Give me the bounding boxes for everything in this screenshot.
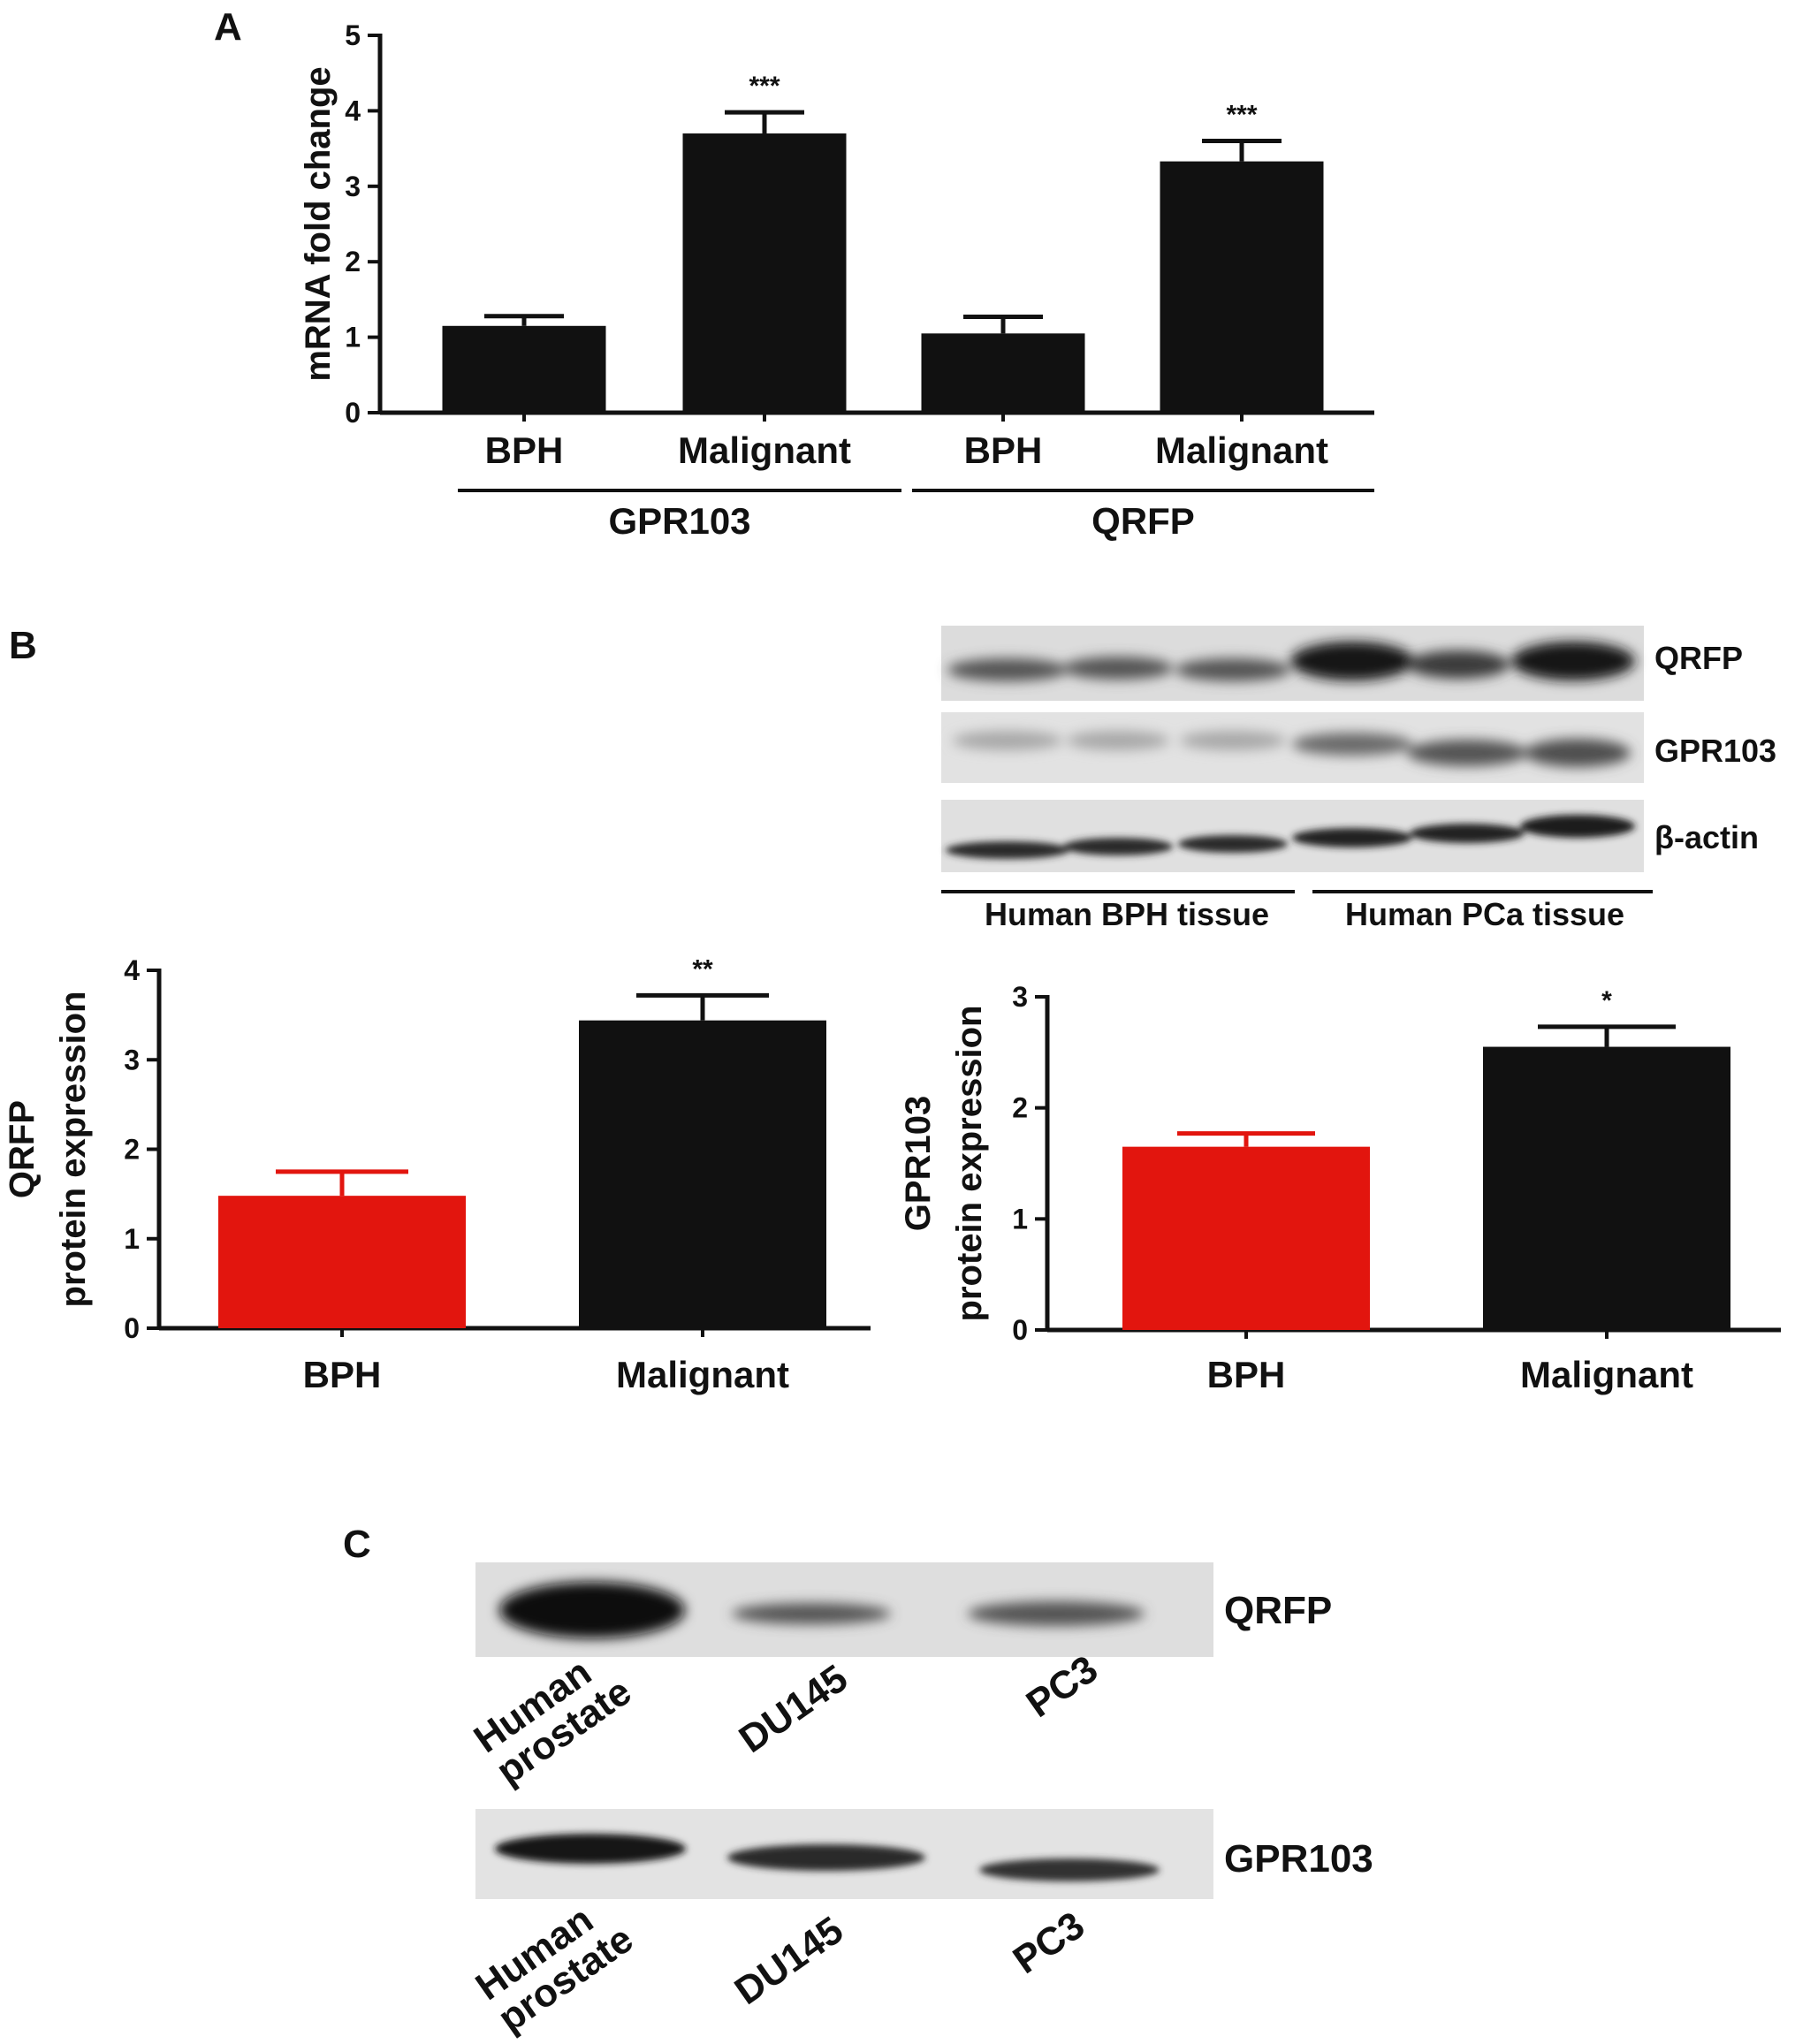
bar [1160, 161, 1324, 414]
y-tick-label: 0 [1012, 1314, 1028, 1346]
y-tick-label: 3 [124, 1044, 140, 1075]
band [727, 1844, 925, 1871]
lane-label-pc3-bottom: PC3 [1006, 1903, 1092, 1982]
band [947, 658, 1068, 681]
chart-b-qrfp-protein: 0 1 2 3 4 BPH Malignant ** QRFP protein expressio… [3, 954, 871, 1395]
chart-b-gpr103-protein: 0 1 2 3 BPH Malignant * GPR103 protein expressio… [899, 981, 1781, 1395]
band [1410, 824, 1525, 843]
category-label: BPH [1207, 1354, 1286, 1395]
y-tick-label: 2 [345, 246, 361, 277]
bar [579, 1020, 826, 1328]
category-label: Malignant [678, 429, 851, 471]
lane-label-pc3-top: PC3 [1019, 1647, 1106, 1726]
y-tick-label: 2 [1012, 1092, 1028, 1124]
category-label: Malignant [1520, 1354, 1693, 1395]
significance-label: * [1601, 986, 1612, 1015]
blot-c-qrfp-bands [499, 1582, 1145, 1638]
band [1407, 650, 1510, 679]
group-label: QRFP [1091, 500, 1195, 542]
band [1292, 828, 1412, 847]
y-tick-label: 4 [124, 954, 140, 986]
category-label: Malignant [616, 1354, 789, 1395]
category-label: BPH [303, 1354, 382, 1395]
y-axis-label: mRNA fold change [299, 66, 338, 381]
y-tick-label: 0 [124, 1312, 140, 1344]
y-tick-label: 5 [345, 19, 361, 51]
y-tick-label: 4 [345, 95, 361, 126]
y-tick-label: 3 [1012, 981, 1028, 1013]
y-axis-label: QRFP [3, 1100, 42, 1198]
bar [921, 333, 1085, 413]
blot-b-gpr103-bands [953, 731, 1631, 767]
panel-letter-b: B [9, 624, 37, 667]
lane-label-human-prostate-top: Human prostate [467, 1637, 640, 1793]
blot-c-label-qrfp: QRFP [1224, 1589, 1332, 1632]
band [968, 1601, 1145, 1626]
band [953, 731, 1062, 750]
category-label: BPH [964, 429, 1043, 471]
band [499, 1582, 685, 1638]
band [1063, 657, 1173, 680]
y-tick-label: 3 [345, 171, 361, 202]
lane-label-du145-bottom: DU145 [727, 1908, 851, 2013]
band [1525, 739, 1631, 767]
blot-b-actin-strip [941, 800, 1644, 872]
y-tick-label: 2 [124, 1134, 140, 1166]
blot-b-label-actin: β-actin [1654, 819, 1759, 855]
band [1175, 658, 1290, 681]
band [1407, 740, 1527, 766]
band [1290, 642, 1414, 680]
y-tick-label: 1 [1012, 1203, 1028, 1235]
blot-b-label-gpr103: GPR103 [1654, 733, 1776, 769]
lane-label-du145-top: DU145 [732, 1656, 856, 1761]
band [732, 1603, 891, 1624]
bar [1483, 1046, 1730, 1330]
band [1063, 838, 1173, 855]
blot-b: QRFP GPR103 β-actin Human BPH tissue Hum… [941, 626, 1776, 932]
bar [1122, 1146, 1370, 1330]
bar [442, 325, 606, 413]
panel-letter-a: A [214, 5, 242, 49]
y-axis-label: protein expression [54, 992, 93, 1308]
band [495, 1834, 686, 1864]
band [1292, 733, 1412, 756]
significance-label: ** [692, 954, 713, 984]
band [979, 1858, 1160, 1881]
blot-b-qrfp-bands [947, 642, 1635, 681]
blot-c: QRFP GPR103 Human prostate DU145 PC3 Hum… [467, 1562, 1373, 2040]
band [946, 841, 1069, 859]
panel-letter-c: C [343, 1523, 371, 1566]
band [1178, 835, 1288, 853]
blot-b-actin-bands [946, 815, 1635, 859]
y-tick-label: 1 [124, 1223, 140, 1255]
blot-c-gpr103-bands [495, 1834, 1160, 1881]
y-axis-label: GPR103 [899, 1096, 938, 1231]
group-label: GPR103 [608, 500, 750, 542]
significance-label: *** [1226, 101, 1257, 130]
blot-b-label-qrfp: QRFP [1654, 640, 1743, 676]
blot-b-group-bph: Human BPH tissue [985, 896, 1269, 932]
y-axis-label: protein expression [950, 1006, 989, 1322]
bar [218, 1196, 466, 1328]
bar [682, 133, 847, 413]
band [1511, 642, 1635, 680]
chart-a-mrna-fold-change: 0 1 2 3 4 5 BPH Malignant *** BPH Malignant *** mRNA… [299, 19, 1374, 542]
significance-label: *** [749, 72, 780, 101]
category-label: Malignant [1155, 429, 1328, 471]
y-tick-label: 0 [345, 397, 361, 429]
blot-b-gpr103-strip [941, 712, 1644, 783]
category-label: BPH [485, 429, 564, 471]
band [1180, 731, 1286, 750]
band [1520, 815, 1635, 838]
band [1067, 731, 1169, 750]
blot-c-label-gpr103: GPR103 [1224, 1837, 1373, 1881]
y-tick-label: 1 [345, 322, 361, 353]
blot-b-group-pca: Human PCa tissue [1345, 896, 1624, 932]
lane-label-human-prostate-bottom: Human prostate [468, 1885, 642, 2040]
